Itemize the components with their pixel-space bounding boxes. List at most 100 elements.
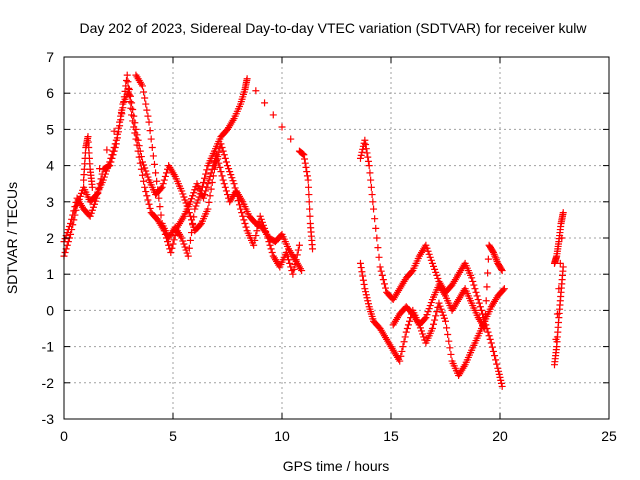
data-point: [162, 169, 170, 177]
y-tick-label: -3: [42, 411, 55, 427]
data-point: [364, 153, 372, 161]
data-point: [99, 176, 107, 184]
data-point: [298, 267, 306, 275]
y-tick-label: 6: [46, 85, 54, 101]
data-point: [149, 152, 157, 160]
data-point: [363, 294, 371, 302]
data-point: [159, 180, 167, 188]
data-point: [186, 236, 194, 244]
data-point: [492, 356, 500, 364]
data-point: [239, 212, 247, 220]
data-point: [141, 183, 149, 191]
data-point: [433, 308, 441, 316]
data-point: [298, 150, 306, 158]
data-point: [88, 183, 96, 191]
data-point: [230, 180, 238, 188]
data-point: [191, 205, 199, 213]
data-point: [437, 305, 445, 313]
data-point: [142, 100, 150, 108]
data-point: [103, 167, 111, 175]
data-point: [370, 205, 378, 213]
y-axis-label: SDTVAR / TECUs: [4, 182, 20, 294]
data-point: [164, 238, 172, 246]
data-point: [376, 263, 384, 271]
grid: [64, 57, 609, 419]
data-point: [268, 248, 276, 256]
data-point: [261, 224, 269, 232]
data-point: [305, 191, 313, 199]
data-point: [91, 200, 99, 208]
y-tick-label: 3: [46, 194, 54, 210]
data-point: [252, 87, 260, 95]
data-point: [292, 256, 300, 264]
data-point: [238, 209, 246, 217]
data-point: [367, 176, 375, 184]
data-point: [207, 185, 215, 193]
data-point: [396, 357, 404, 365]
series-trace-e: [356, 259, 508, 380]
data-point: [189, 192, 197, 200]
data-point: [262, 227, 270, 235]
data-point: [495, 370, 503, 378]
data-point: [140, 88, 148, 96]
data-point: [64, 238, 72, 246]
data-point: [107, 154, 115, 162]
data-point: [143, 192, 151, 200]
series-trace-c: [80, 71, 317, 260]
data-point: [200, 178, 208, 186]
data-point: [144, 173, 152, 181]
data-point: [111, 140, 119, 148]
data-point: [289, 270, 297, 278]
data-point: [291, 261, 299, 269]
data-point: [378, 271, 386, 279]
data-point: [73, 201, 81, 209]
data-point: [483, 283, 491, 291]
data-point: [133, 131, 141, 139]
data-point: [183, 249, 191, 257]
data-point: [112, 136, 120, 144]
data-point: [135, 142, 143, 150]
data-point: [371, 215, 379, 223]
data-point: [181, 243, 189, 251]
data-point: [362, 140, 370, 148]
data-point: [224, 162, 231, 170]
data-point: [184, 252, 192, 260]
data-point: [186, 198, 194, 206]
data-point: [77, 189, 85, 197]
data-point: [434, 274, 442, 282]
data-point: [210, 165, 218, 173]
y-tick-label: 5: [46, 121, 54, 137]
data-point: [423, 311, 431, 319]
data-point: [404, 321, 412, 329]
data-point: [408, 268, 416, 276]
data-point: [122, 77, 130, 85]
data-point: [428, 259, 436, 267]
data-point: [436, 302, 444, 310]
x-tick-label: 0: [60, 428, 68, 444]
data-point: [294, 246, 302, 254]
data-point: [145, 200, 153, 208]
data-point: [468, 274, 476, 282]
data-point: [488, 343, 496, 351]
data-point: [74, 198, 82, 206]
x-tick-label: 5: [169, 428, 177, 444]
data-point: [365, 162, 373, 170]
data-point: [155, 194, 163, 202]
data-point: [497, 265, 505, 273]
data-point: [493, 360, 501, 368]
data-point: [283, 252, 291, 260]
data-point: [186, 212, 194, 220]
data-point: [300, 151, 308, 159]
data-point: [447, 350, 455, 358]
y-tick-label: 2: [46, 230, 54, 246]
series-trace-d: [356, 136, 506, 390]
data-point: [237, 205, 245, 213]
data-point: [475, 299, 483, 307]
data-point: [165, 241, 173, 249]
data-point: [138, 82, 146, 90]
data-point: [144, 112, 152, 120]
data-point: [422, 241, 430, 249]
data-point: [203, 166, 211, 174]
data-point: [145, 118, 153, 126]
data-point: [473, 292, 481, 300]
